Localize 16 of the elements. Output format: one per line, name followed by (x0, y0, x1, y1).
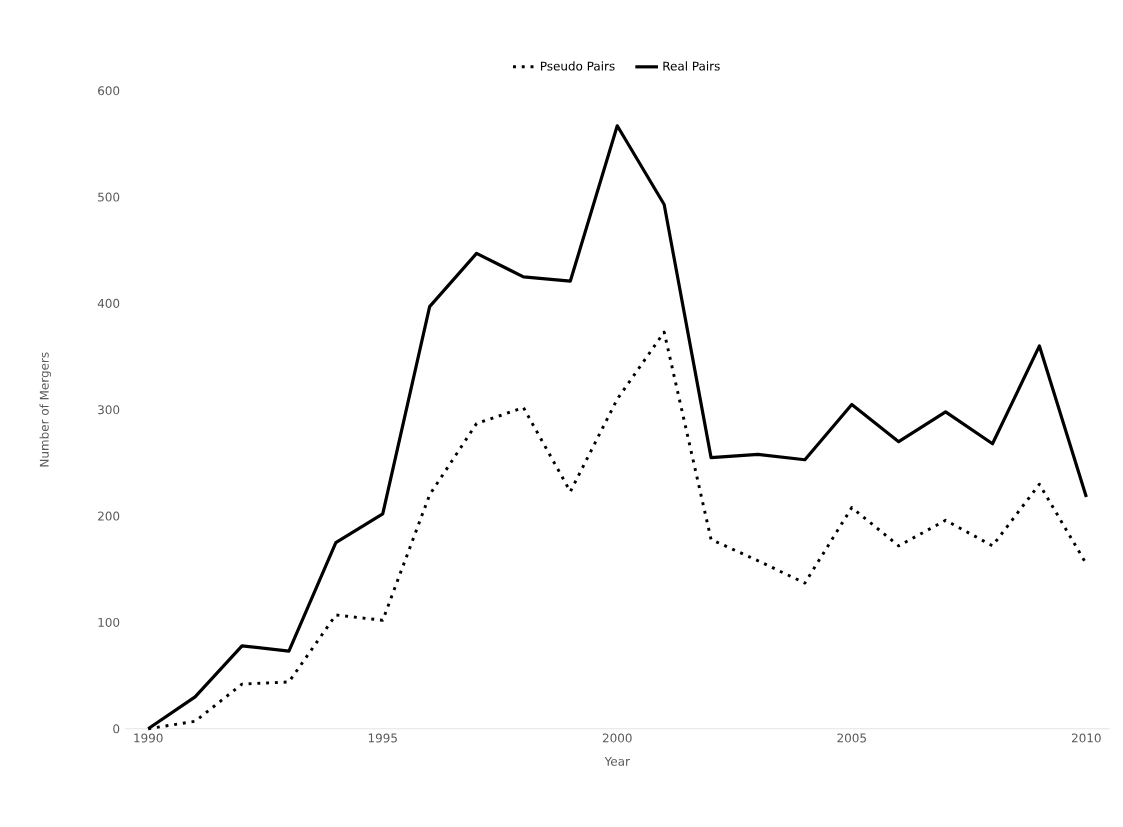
x-tick-label: 1990 (134, 733, 163, 743)
x-tick-label: 2005 (837, 733, 866, 743)
legend-label: Real Pairs (663, 61, 720, 71)
x-axis-title: Year (604, 756, 630, 766)
y-tick-label: 100 (98, 617, 120, 627)
y-tick-label: 300 (98, 405, 120, 415)
x-tick-label: 1995 (368, 733, 397, 743)
y-tick-label: 200 (98, 511, 120, 521)
y-tick-label: 0 (113, 724, 120, 734)
legend-label: Pseudo Pairs (540, 61, 615, 71)
y-tick-label: 600 (98, 86, 120, 96)
y-axis-title: Number of Mergers (39, 352, 52, 467)
y-tick-label: 500 (98, 192, 120, 202)
x-tick-label: 2000 (602, 733, 632, 743)
y-tick-label: 400 (97, 298, 120, 308)
x-tick-label: 2010 (1071, 733, 1101, 743)
